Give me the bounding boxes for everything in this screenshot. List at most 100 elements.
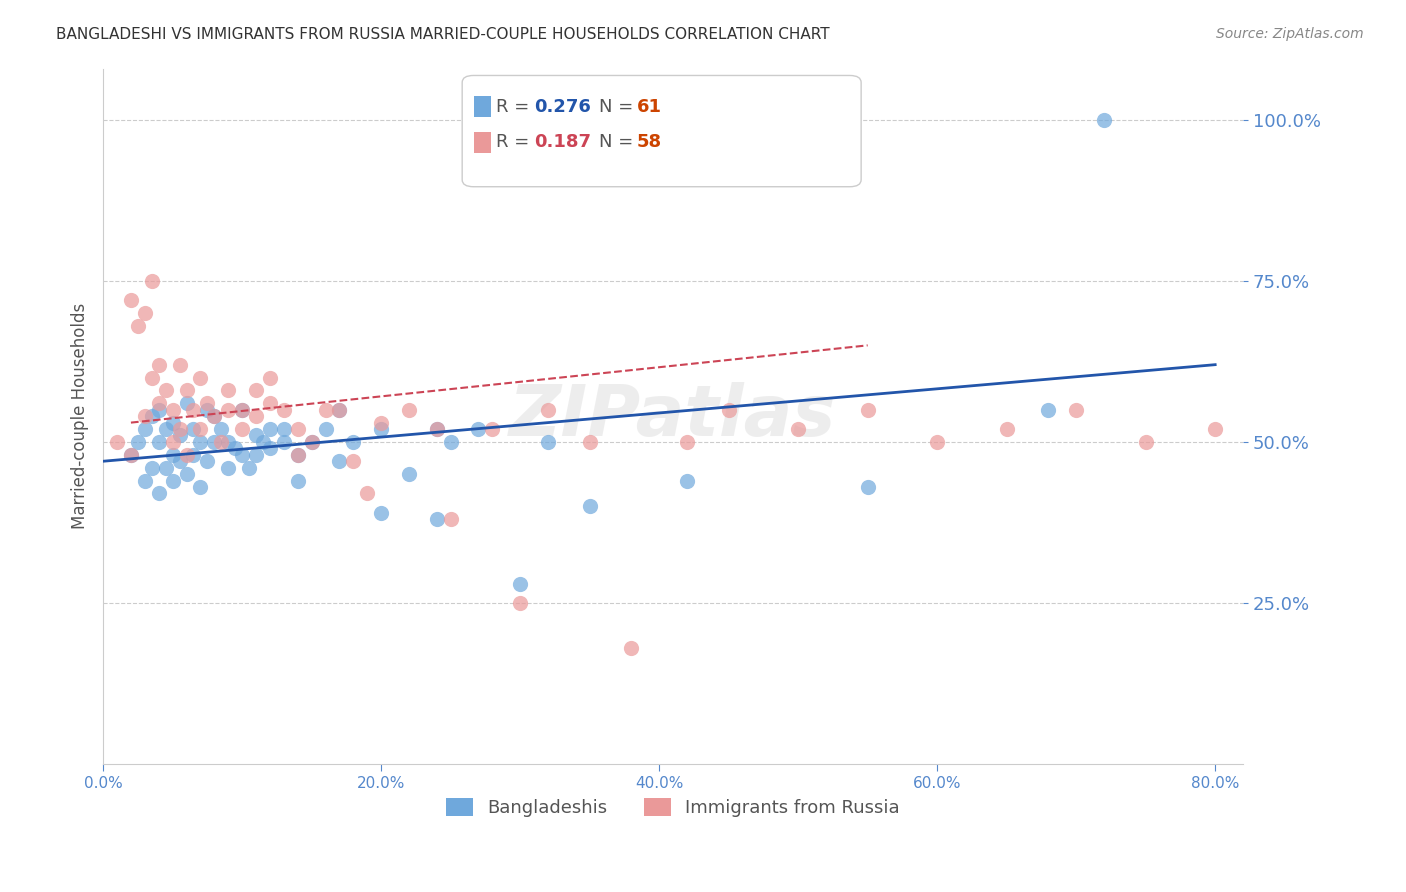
Immigrants from Russia bbox=[155, 384, 177, 398]
Bangladeshis bbox=[195, 454, 218, 468]
Bangladeshis bbox=[398, 467, 420, 482]
Immigrants from Russia bbox=[370, 416, 392, 430]
Immigrants from Russia bbox=[217, 384, 239, 398]
Bangladeshis bbox=[287, 448, 309, 462]
Immigrants from Russia bbox=[202, 409, 225, 424]
Bangladeshis bbox=[328, 402, 350, 417]
Bangladeshis bbox=[148, 402, 170, 417]
Bangladeshis bbox=[141, 460, 163, 475]
Bangladeshis bbox=[273, 434, 295, 449]
Bangladeshis bbox=[148, 486, 170, 500]
Bangladeshis bbox=[440, 434, 463, 449]
Text: R =: R = bbox=[496, 98, 536, 116]
Immigrants from Russia bbox=[717, 402, 740, 417]
Immigrants from Russia bbox=[190, 370, 212, 384]
Immigrants from Russia bbox=[176, 448, 198, 462]
Immigrants from Russia bbox=[245, 409, 267, 424]
Immigrants from Russia bbox=[127, 319, 149, 334]
Immigrants from Russia bbox=[273, 402, 295, 417]
Bangladeshis bbox=[162, 474, 184, 488]
Immigrants from Russia bbox=[190, 422, 212, 436]
Bangladeshis bbox=[169, 454, 191, 468]
Immigrants from Russia bbox=[141, 274, 163, 288]
Immigrants from Russia bbox=[440, 512, 463, 526]
Immigrants from Russia bbox=[162, 402, 184, 417]
Immigrants from Russia bbox=[134, 306, 156, 320]
Bangladeshis bbox=[328, 454, 350, 468]
Text: BANGLADESHI VS IMMIGRANTS FROM RUSSIA MARRIED-COUPLE HOUSEHOLDS CORRELATION CHAR: BANGLADESHI VS IMMIGRANTS FROM RUSSIA MA… bbox=[56, 27, 830, 42]
Immigrants from Russia bbox=[231, 402, 253, 417]
Bangladeshis bbox=[155, 460, 177, 475]
Bangladeshis bbox=[224, 442, 246, 456]
Bangladeshis bbox=[209, 422, 232, 436]
Bangladeshis bbox=[537, 434, 560, 449]
Immigrants from Russia bbox=[995, 422, 1018, 436]
Bangladeshis bbox=[176, 396, 198, 410]
Immigrants from Russia bbox=[259, 396, 281, 410]
Immigrants from Russia bbox=[245, 384, 267, 398]
Immigrants from Russia bbox=[134, 409, 156, 424]
Bangladeshis bbox=[245, 448, 267, 462]
Immigrants from Russia bbox=[342, 454, 364, 468]
Bangladeshis bbox=[238, 460, 260, 475]
Bangladeshis bbox=[342, 434, 364, 449]
Immigrants from Russia bbox=[287, 422, 309, 436]
Text: 0.187: 0.187 bbox=[534, 133, 591, 151]
Bangladeshis bbox=[190, 434, 212, 449]
Immigrants from Russia bbox=[169, 422, 191, 436]
Bangladeshis bbox=[148, 434, 170, 449]
Text: N =: N = bbox=[599, 133, 638, 151]
Immigrants from Russia bbox=[148, 358, 170, 372]
Immigrants from Russia bbox=[141, 370, 163, 384]
Immigrants from Russia bbox=[1135, 434, 1157, 449]
Immigrants from Russia bbox=[1204, 422, 1226, 436]
Immigrants from Russia bbox=[169, 358, 191, 372]
FancyBboxPatch shape bbox=[474, 96, 491, 117]
Text: ZIPatlas: ZIPatlas bbox=[509, 382, 837, 450]
Bangladeshis bbox=[259, 422, 281, 436]
Immigrants from Russia bbox=[176, 384, 198, 398]
Immigrants from Russia bbox=[217, 402, 239, 417]
Immigrants from Russia bbox=[927, 434, 949, 449]
Bangladeshis bbox=[370, 422, 392, 436]
Bangladeshis bbox=[1092, 113, 1115, 128]
Immigrants from Russia bbox=[105, 434, 128, 449]
Bangladeshis bbox=[134, 422, 156, 436]
Bangladeshis bbox=[141, 409, 163, 424]
Immigrants from Russia bbox=[356, 486, 378, 500]
Immigrants from Russia bbox=[315, 402, 337, 417]
Immigrants from Russia bbox=[301, 434, 323, 449]
Bangladeshis bbox=[426, 422, 449, 436]
Bangladeshis bbox=[245, 428, 267, 442]
Bangladeshis bbox=[578, 500, 600, 514]
Bangladeshis bbox=[467, 422, 489, 436]
Text: N =: N = bbox=[599, 98, 638, 116]
Immigrants from Russia bbox=[398, 402, 420, 417]
Bangladeshis bbox=[370, 506, 392, 520]
Bangladeshis bbox=[856, 480, 879, 494]
Text: 61: 61 bbox=[637, 98, 662, 116]
Immigrants from Russia bbox=[676, 434, 699, 449]
Immigrants from Russia bbox=[259, 370, 281, 384]
Bangladeshis bbox=[162, 448, 184, 462]
Bangladeshis bbox=[202, 434, 225, 449]
Immigrants from Russia bbox=[787, 422, 810, 436]
Bangladeshis bbox=[301, 434, 323, 449]
Text: R =: R = bbox=[496, 133, 536, 151]
Immigrants from Russia bbox=[148, 396, 170, 410]
Bangladeshis bbox=[231, 448, 253, 462]
Immigrants from Russia bbox=[287, 448, 309, 462]
Bangladeshis bbox=[217, 434, 239, 449]
Bangladeshis bbox=[426, 512, 449, 526]
Bangladeshis bbox=[162, 416, 184, 430]
Immigrants from Russia bbox=[537, 402, 560, 417]
Bangladeshis bbox=[190, 480, 212, 494]
Immigrants from Russia bbox=[120, 448, 142, 462]
Bangladeshis bbox=[127, 434, 149, 449]
FancyBboxPatch shape bbox=[463, 76, 860, 186]
Bangladeshis bbox=[252, 434, 274, 449]
Immigrants from Russia bbox=[120, 293, 142, 308]
Immigrants from Russia bbox=[509, 596, 531, 610]
Y-axis label: Married-couple Households: Married-couple Households bbox=[72, 303, 89, 529]
Bangladeshis bbox=[217, 460, 239, 475]
